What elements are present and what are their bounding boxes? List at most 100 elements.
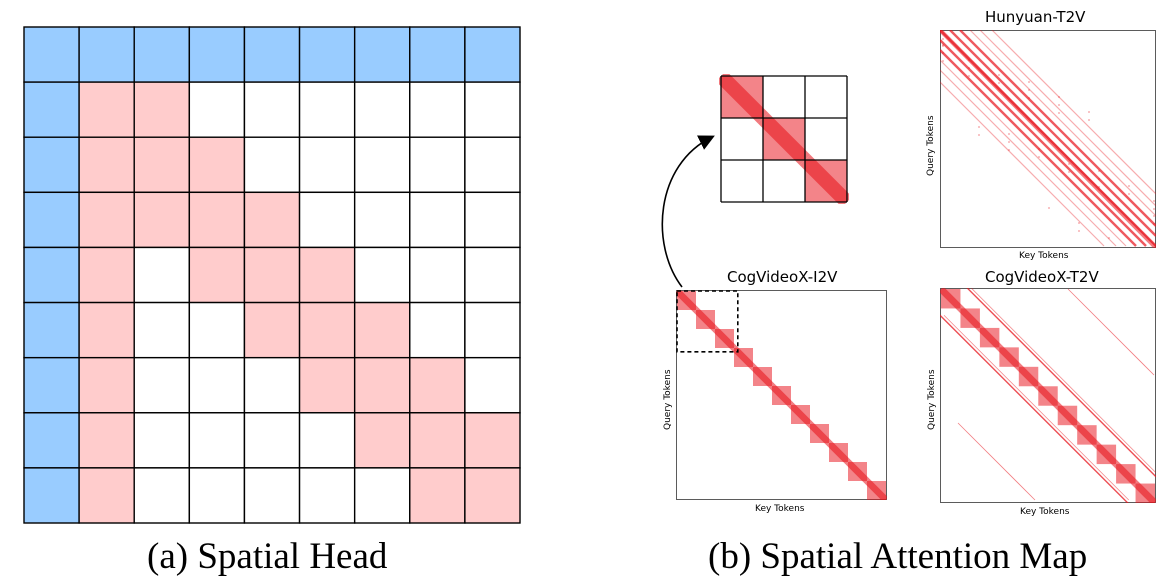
grid-cell: [23, 412, 80, 469]
grid-cell: [298, 301, 356, 359]
cogvideox-t2v-title: CogVideoX-T2V: [985, 268, 1099, 286]
grid-cell: [464, 81, 521, 138]
attention-block: [719, 74, 769, 124]
grid-cell: [243, 412, 301, 469]
attention-block: [1074, 422, 1100, 448]
zoom-arrow: [661, 135, 715, 288]
grid-cell: [464, 26, 521, 83]
grid-cell: [188, 246, 246, 304]
grid-cell: [464, 191, 521, 249]
grid-cell: [298, 26, 356, 83]
attention-block: [1055, 403, 1080, 428]
grid-cell: [353, 136, 411, 194]
grid-cell: [243, 26, 301, 83]
attention-block: [826, 440, 851, 465]
grid-cell: [464, 246, 521, 304]
zoom-inset-map: [719, 74, 849, 204]
grid-cell: [353, 246, 411, 304]
grid-cell: [133, 26, 191, 83]
cogvideox-i2v-ylabel: Query Tokens: [663, 369, 673, 430]
attention-block: [864, 478, 887, 500]
grid-cell: [243, 191, 301, 249]
grid-cell: [298, 81, 356, 138]
grid-cell: [78, 412, 135, 469]
grid-cell: [188, 356, 246, 414]
grid-cell: [188, 81, 246, 138]
grid-cell: [409, 81, 466, 138]
hunyuan-t2v-ylabel: Query Tokens: [926, 115, 936, 176]
grid-cell: [243, 246, 301, 304]
grid-cell: [298, 467, 356, 524]
attention-block: [977, 325, 1002, 350]
grid-cell: [298, 246, 356, 304]
attention-block: [769, 383, 794, 408]
grid-cell: [133, 412, 191, 469]
grid-cell: [78, 26, 135, 83]
grid-cell: [188, 301, 246, 359]
grid-cell: [409, 136, 466, 194]
attention-block: [1035, 383, 1061, 409]
attention-block: [712, 326, 737, 351]
grid-cell: [133, 467, 191, 524]
caption-spatial-head: (a) Spatial Head: [147, 536, 388, 577]
grid-cell: [298, 191, 356, 249]
grid-cell: [243, 356, 301, 414]
hunyuan-t2v-xlabel: Key Tokens: [1019, 251, 1069, 261]
caption-spatial-attention-map: (b) Spatial Attention Map: [708, 536, 1088, 577]
attention-block: [676, 290, 699, 313]
grid-cell: [23, 136, 80, 194]
grid-cell: [133, 246, 191, 304]
grid-cell: [188, 412, 246, 469]
grid-cell: [409, 191, 466, 249]
cogvideox-i2v-attention-map: [676, 290, 887, 500]
grid-cell: [78, 467, 135, 524]
grid-cell: [78, 136, 135, 194]
attention-block: [958, 306, 983, 331]
grid-cell: [409, 412, 466, 469]
grid-cell: [133, 301, 191, 359]
grid-cell: [353, 467, 411, 524]
grid-cell: [23, 191, 80, 249]
inset-grid-lines: [720, 75, 848, 203]
diagonal-bands: [940, 30, 1156, 248]
attention-block: [1016, 364, 1041, 389]
cogvideox-i2v-xlabel: Key Tokens: [755, 504, 805, 514]
grid-cell: [78, 191, 135, 249]
grid-cell: [78, 356, 135, 414]
grid-cell: [298, 136, 356, 194]
attention-block: [807, 421, 832, 446]
attention-block: [799, 154, 849, 204]
grid-cell: [409, 26, 466, 83]
grid-cell: [353, 356, 411, 414]
grid-cell: [133, 191, 191, 249]
grid-cell: [133, 136, 191, 194]
grid-cell: [409, 301, 466, 359]
grid-cell: [78, 301, 135, 359]
grid-cells: [23, 26, 521, 524]
grid-cell: [353, 191, 411, 249]
grid-cell: [464, 301, 521, 359]
zoom-selection-box: [676, 290, 739, 353]
grid-cell: [243, 467, 301, 524]
grid-cell: [23, 467, 80, 524]
grid-cell: [23, 26, 80, 83]
grid-cell: [464, 136, 521, 194]
grid-cell: [243, 81, 301, 138]
grid-cell: [464, 356, 521, 414]
attention-block: [731, 345, 756, 370]
scatter-texture: [942, 38, 1155, 239]
grid-cell: [23, 301, 80, 359]
attention-block: [757, 112, 811, 166]
grid-cell: [188, 26, 246, 83]
grid-cell: [243, 301, 301, 359]
cogvideox-t2v-ylabel: Query Tokens: [927, 369, 937, 430]
spatial-head-grid: [23, 26, 521, 524]
grid-cell: [23, 246, 80, 304]
cogvideox-i2v-title: CogVideoX-I2V: [727, 268, 838, 286]
attention-block: [1113, 461, 1138, 486]
grid-cell: [133, 81, 191, 138]
grid-cell: [188, 467, 246, 524]
grid-cell: [188, 191, 246, 249]
attention-block: [693, 307, 718, 332]
